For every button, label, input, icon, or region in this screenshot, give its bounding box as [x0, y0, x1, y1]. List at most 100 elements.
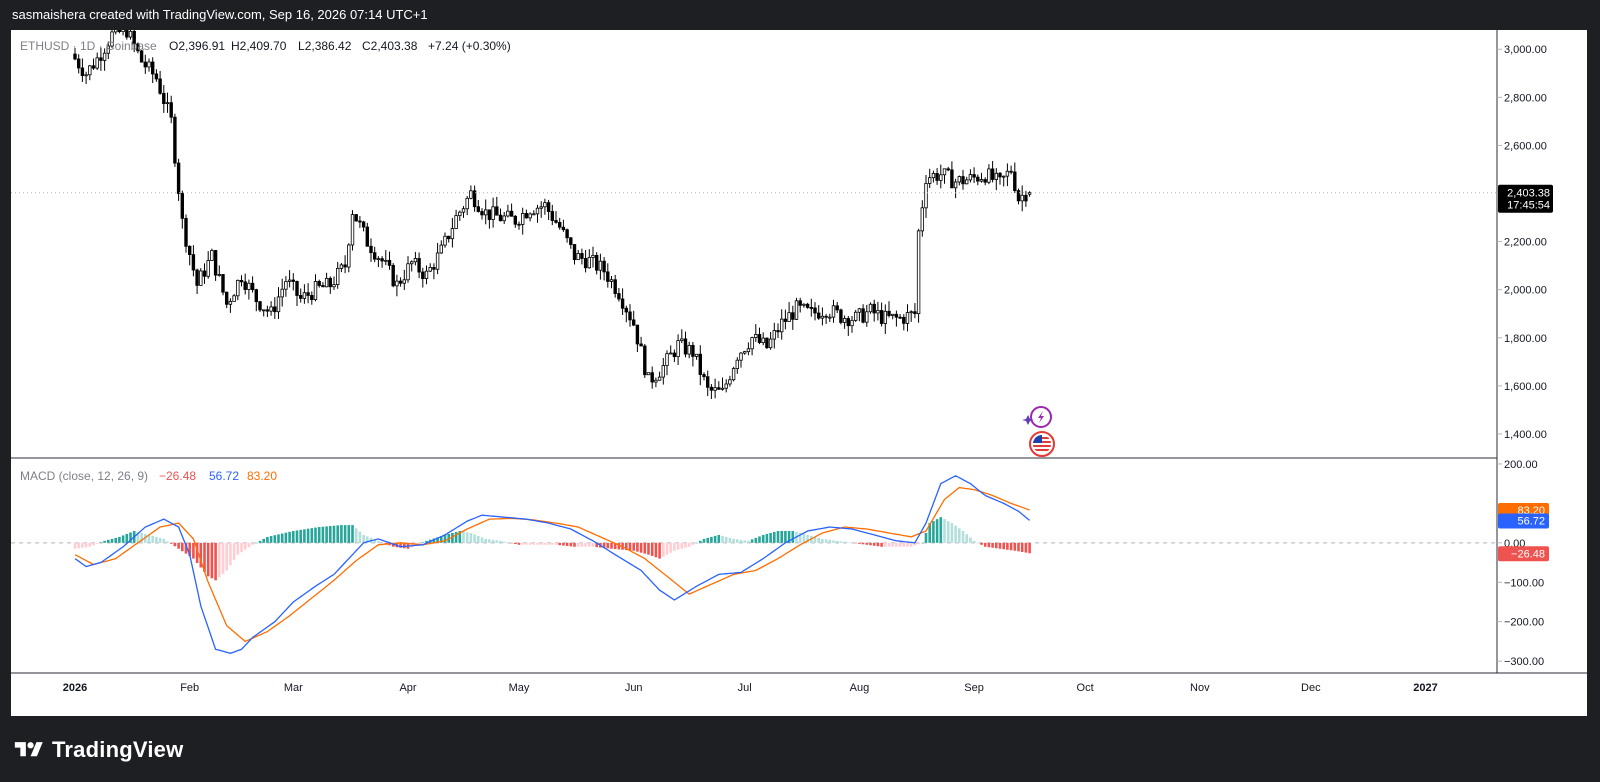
candle[interactable] [768, 331, 773, 350]
candle[interactable] [735, 357, 739, 374]
candle[interactable] [446, 235, 451, 243]
candle[interactable] [698, 345, 702, 386]
candle[interactable] [343, 255, 347, 274]
candle[interactable] [794, 297, 799, 320]
candle[interactable] [458, 210, 462, 221]
candle[interactable] [287, 270, 292, 288]
candle[interactable] [354, 214, 358, 222]
macd-pane[interactable] [11, 475, 1497, 654]
candle[interactable] [335, 261, 340, 289]
candle[interactable] [565, 228, 569, 243]
candle[interactable] [191, 245, 196, 277]
candle[interactable] [302, 284, 307, 304]
candle[interactable] [298, 288, 303, 303]
candle[interactable] [195, 268, 199, 294]
candle[interactable] [839, 308, 843, 325]
candle[interactable] [990, 161, 995, 183]
candle[interactable] [850, 315, 854, 333]
candle[interactable] [317, 279, 321, 288]
candle[interactable] [687, 341, 691, 359]
candle[interactable] [661, 357, 665, 385]
candle[interactable] [239, 275, 244, 287]
candle[interactable] [635, 324, 640, 353]
candle[interactable] [835, 301, 839, 314]
candle[interactable] [780, 309, 784, 340]
candle[interactable] [520, 207, 525, 235]
candle[interactable] [1027, 191, 1032, 197]
candle[interactable] [487, 209, 492, 229]
candle[interactable] [820, 307, 825, 326]
candle[interactable] [891, 313, 895, 320]
candle[interactable] [628, 304, 632, 327]
candle[interactable] [491, 197, 495, 228]
candle[interactable] [713, 378, 717, 399]
candle[interactable] [580, 248, 584, 265]
candle[interactable] [920, 200, 924, 237]
candle[interactable] [783, 309, 788, 330]
candle[interactable] [854, 309, 858, 322]
candle[interactable] [761, 332, 765, 346]
candle[interactable] [576, 249, 580, 261]
candle[interactable] [210, 248, 214, 261]
candle[interactable] [284, 276, 288, 297]
candle[interactable] [979, 172, 984, 183]
candle[interactable] [894, 310, 899, 327]
candle[interactable] [916, 228, 921, 323]
candle[interactable] [328, 276, 332, 294]
candle[interactable] [273, 297, 277, 319]
candle[interactable] [935, 168, 939, 185]
candle[interactable] [798, 297, 802, 313]
candle[interactable] [376, 256, 381, 268]
candle[interactable] [461, 206, 466, 218]
candle[interactable] [213, 250, 218, 281]
candle[interactable] [883, 304, 887, 334]
candle[interactable] [968, 169, 973, 183]
candle[interactable] [754, 324, 758, 342]
candle[interactable] [717, 381, 721, 390]
candle[interactable] [887, 301, 891, 318]
candle[interactable] [524, 209, 529, 219]
candle[interactable] [813, 302, 817, 321]
candle[interactable] [517, 221, 521, 230]
candle[interactable] [358, 216, 362, 228]
candle[interactable] [421, 267, 425, 288]
candle[interactable] [77, 54, 81, 74]
candle[interactable] [443, 232, 447, 248]
candle[interactable] [772, 322, 776, 349]
candle[interactable] [757, 327, 762, 345]
candle[interactable] [73, 47, 77, 61]
candle[interactable] [987, 164, 991, 185]
candle[interactable] [417, 252, 421, 279]
candle[interactable] [372, 246, 377, 263]
candle[interactable] [509, 203, 514, 217]
candle[interactable] [676, 334, 680, 365]
candle[interactable] [265, 305, 270, 317]
candle[interactable] [413, 251, 418, 266]
candle[interactable] [831, 299, 836, 323]
candle[interactable] [432, 263, 436, 280]
candle[interactable] [162, 85, 166, 113]
price-pane[interactable] [11, 16, 1497, 400]
candle[interactable] [365, 222, 369, 247]
candle[interactable] [402, 269, 406, 290]
candle[interactable] [199, 268, 203, 286]
candle[interactable] [532, 210, 536, 216]
time-axis[interactable]: 2026 Feb Mar Apr May Jun Jul Aug Sep Oct Nov Dec 202… [63, 682, 1438, 694]
candle[interactable] [731, 366, 736, 382]
candle[interactable] [739, 351, 743, 368]
candle[interactable] [221, 273, 225, 296]
candle[interactable] [680, 329, 684, 344]
candle[interactable] [558, 217, 562, 230]
candle[interactable] [106, 41, 110, 60]
candle[interactable] [905, 304, 910, 332]
candle[interactable] [1002, 175, 1006, 187]
candle[interactable] [480, 208, 484, 220]
candle[interactable] [650, 366, 654, 389]
candle[interactable] [217, 265, 221, 277]
lightning-event-icon[interactable] [1022, 406, 1052, 428]
candle[interactable] [961, 169, 965, 190]
candle[interactable] [857, 307, 862, 322]
candle[interactable] [1016, 188, 1021, 205]
candle[interactable] [802, 303, 806, 308]
candle[interactable] [706, 370, 710, 397]
